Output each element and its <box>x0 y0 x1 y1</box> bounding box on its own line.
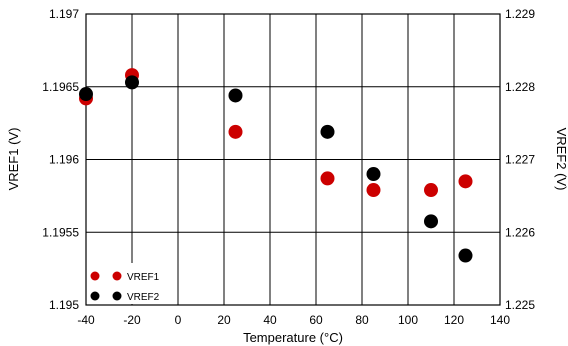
x-tick-label: 140 <box>490 313 510 327</box>
x-tick-labels: -40 -20 0 20 40 60 80 100 120 140 <box>77 313 510 327</box>
legend-marker-vref1-b <box>112 271 122 281</box>
x-tick-label: 80 <box>355 313 369 327</box>
legend-marker-vref2-b <box>112 291 122 301</box>
y-right-tick-label: 1.227 <box>505 153 535 167</box>
x-tick-label: 20 <box>217 313 231 327</box>
y-left-tick-label: 1.195 <box>49 298 79 312</box>
y-right-tick-labels: 1.229 1.228 1.227 1.226 1.225 <box>505 7 535 312</box>
y-left-tick-label: 1.197 <box>49 7 79 21</box>
x-tick-label: 120 <box>444 313 464 327</box>
data-points <box>79 68 473 263</box>
legend-label-vref1: VREF1 <box>127 272 160 283</box>
data-point-vref1 <box>424 183 438 198</box>
y-right-axis-title: VREF2 (V) <box>554 128 568 191</box>
y-left-tick-labels: 1.197 1.1965 1.196 1.1955 1.195 <box>42 7 79 312</box>
x-tick-label: 40 <box>263 313 277 327</box>
y-right-tick-label: 1.226 <box>505 225 535 239</box>
data-point-vref1 <box>228 124 243 139</box>
y-right-tick-label: 1.229 <box>505 7 535 21</box>
y-left-tick-label: 1.1965 <box>42 80 79 94</box>
x-axis-title: Temperature (°C) <box>243 330 343 345</box>
x-tick-label: 60 <box>309 313 323 327</box>
data-point-vref2 <box>125 75 139 90</box>
data-point-vref2 <box>424 214 438 229</box>
data-point-vref1 <box>458 174 473 189</box>
legend: VREF1 VREF2 <box>90 271 160 303</box>
y-left-axis-title: VREF1 (V) <box>6 128 21 191</box>
y-left-tick-label: 1.196 <box>49 153 79 167</box>
x-tick-label: -20 <box>123 313 141 327</box>
y-right-tick-label: 1.225 <box>505 298 535 312</box>
x-tick-label: 100 <box>398 313 418 327</box>
data-point-vref2 <box>79 87 93 102</box>
data-point-vref2 <box>458 248 473 263</box>
legend-marker-vref1-a <box>90 271 100 281</box>
data-point-vref1 <box>366 183 381 198</box>
data-point-vref2 <box>228 88 243 103</box>
x-tick-label: 0 <box>175 313 182 327</box>
y-right-tick-label: 1.228 <box>505 80 535 94</box>
x-tick-label: -40 <box>77 313 95 327</box>
data-point-vref2 <box>320 124 335 139</box>
legend-box <box>87 263 165 304</box>
y-left-tick-label: 1.1955 <box>42 225 79 239</box>
grid-lines <box>86 14 500 305</box>
plot-frame <box>85 13 501 306</box>
legend-marker-vref2-a <box>90 291 100 301</box>
data-point-vref2 <box>366 167 381 182</box>
legend-label-vref2: VREF2 <box>127 292 160 303</box>
data-point-vref1 <box>320 171 335 186</box>
